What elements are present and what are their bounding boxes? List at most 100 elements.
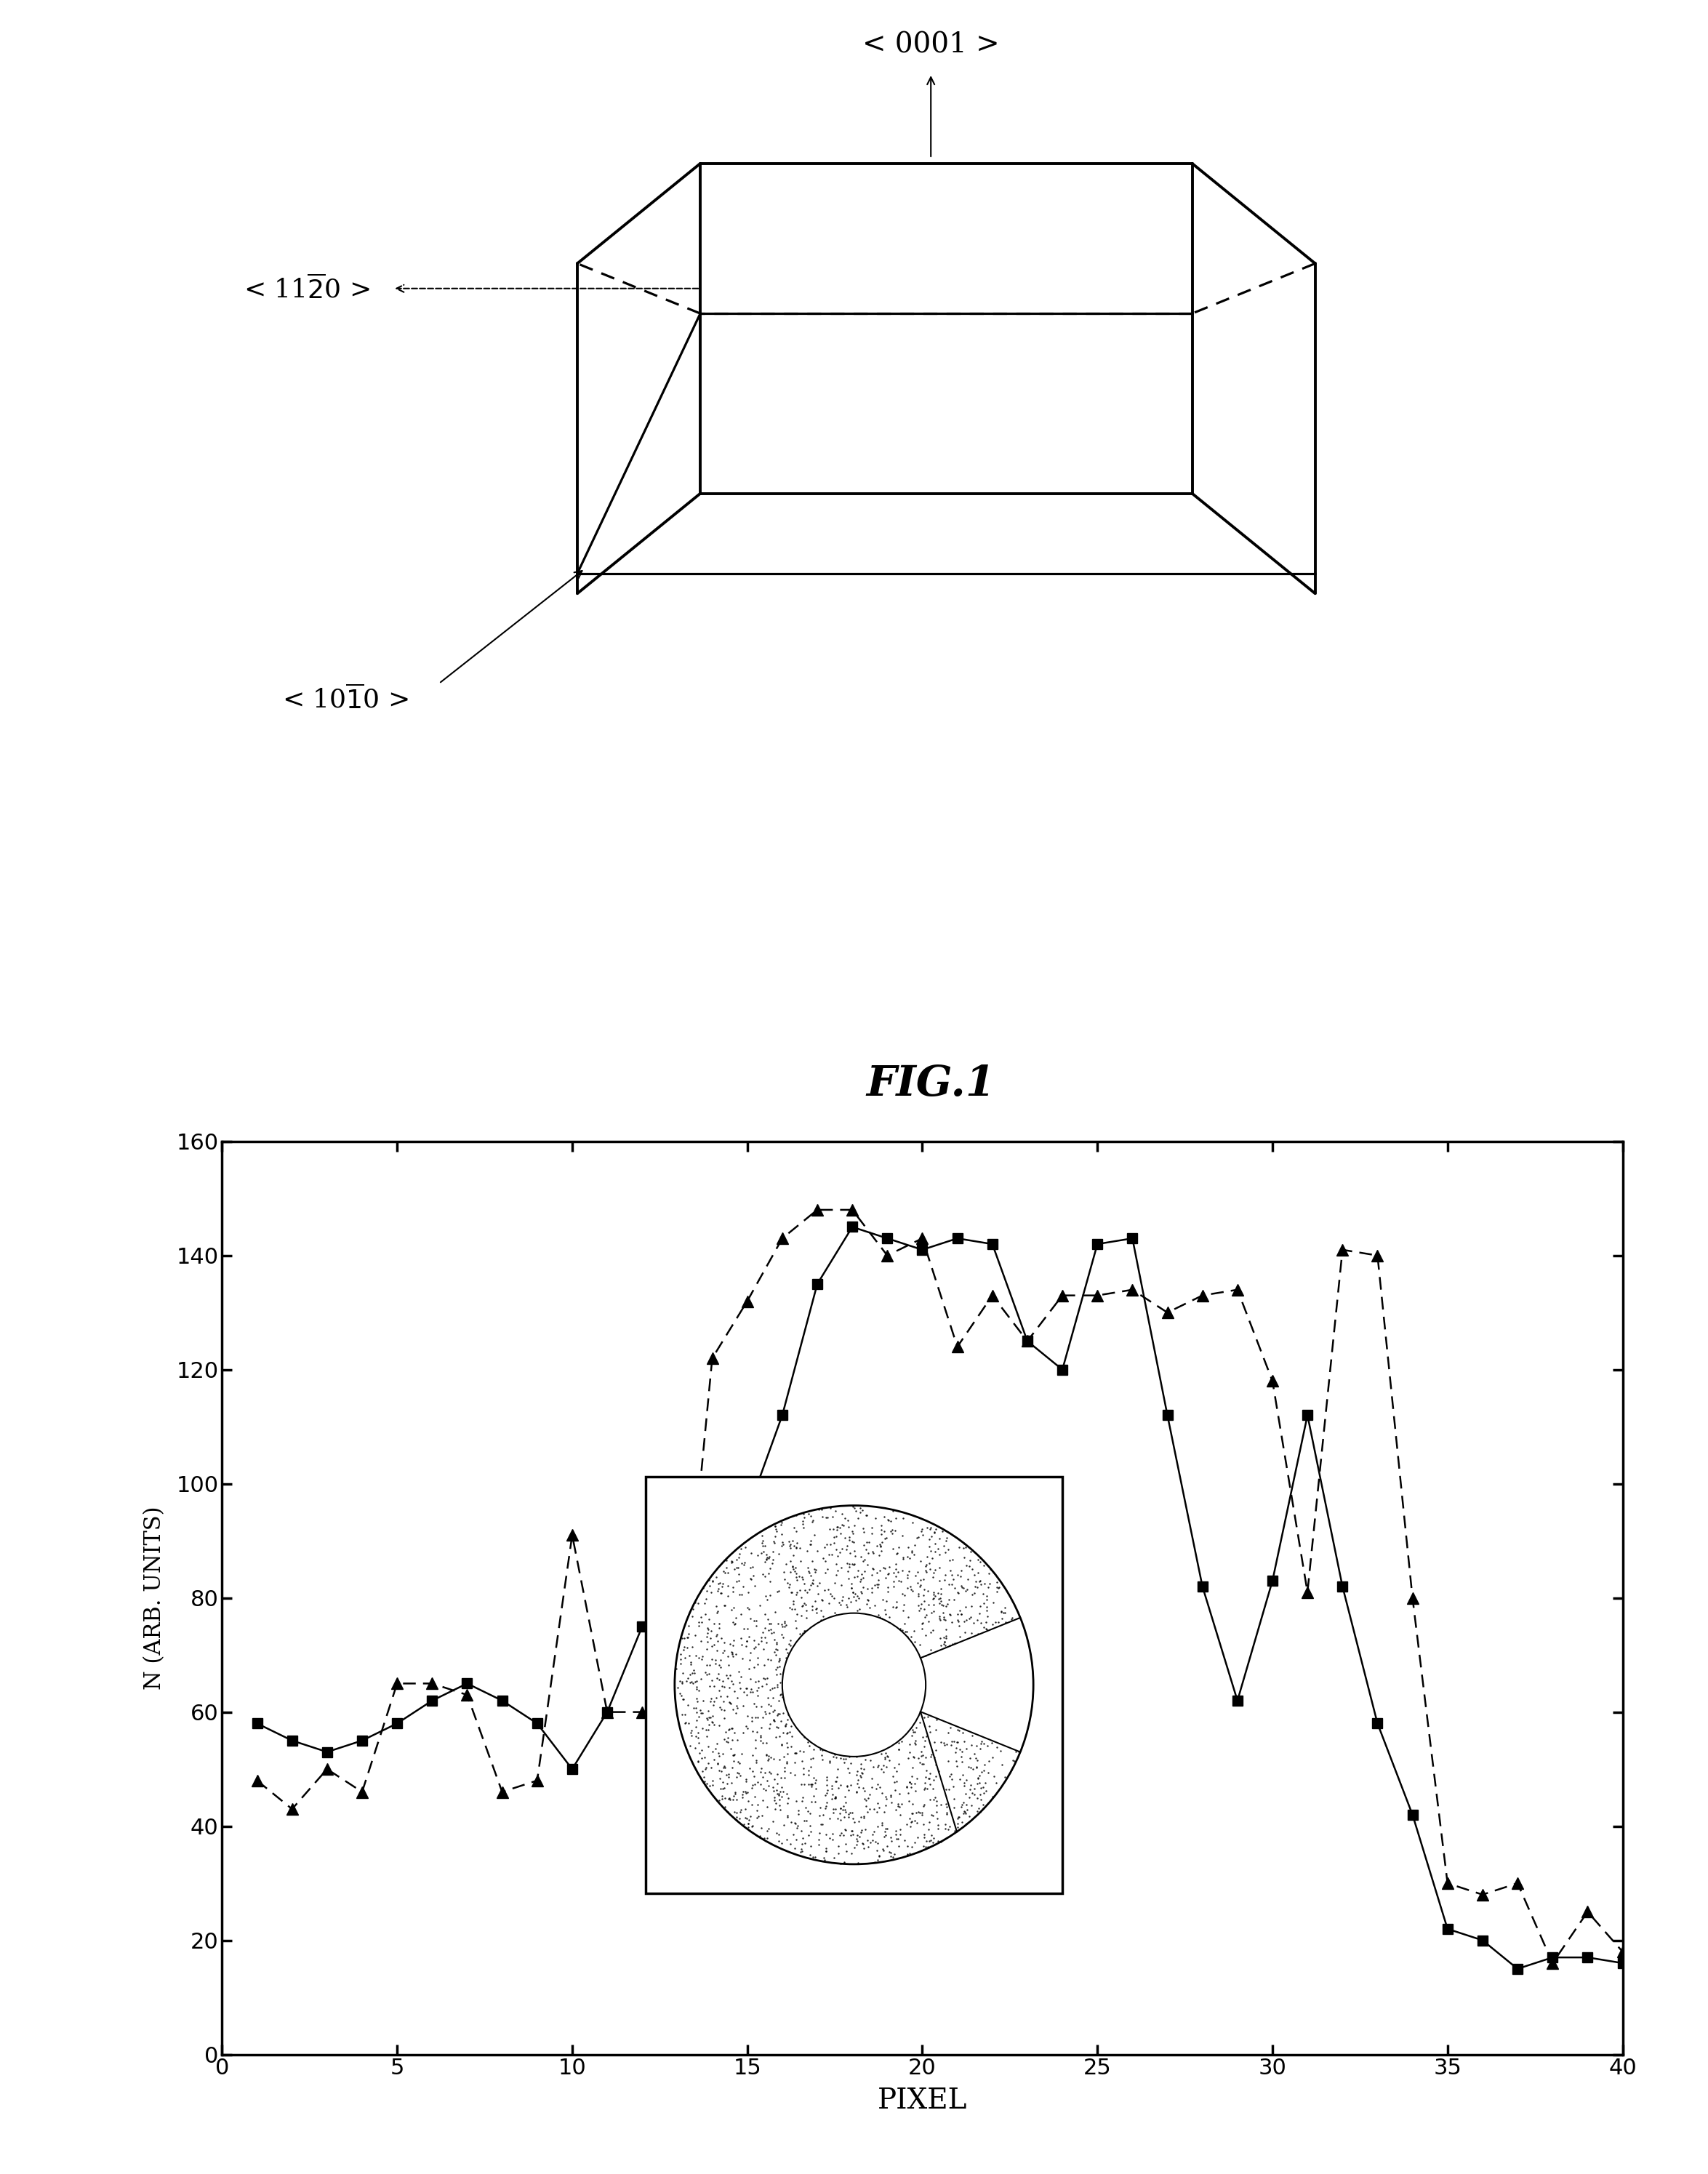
- Point: [810, 1694, 837, 1728]
- Point: [767, 1704, 794, 1739]
- Point: [757, 1711, 784, 1746]
- Point: [917, 1520, 945, 1554]
- Point: [804, 1491, 832, 1526]
- Point: [956, 1535, 984, 1570]
- Point: [794, 1644, 822, 1678]
- Point: [963, 1750, 991, 1785]
- Point: [914, 1772, 941, 1807]
- Point: [921, 1552, 948, 1587]
- Point: [803, 1533, 830, 1567]
- Point: [834, 1528, 861, 1563]
- Point: [709, 1750, 736, 1785]
- Point: [832, 1785, 859, 1820]
- Point: [762, 1783, 789, 1817]
- Point: [962, 1737, 989, 1772]
- Point: [883, 1589, 910, 1624]
- Point: [774, 1737, 801, 1772]
- Point: [948, 1596, 975, 1630]
- Point: [941, 1724, 968, 1759]
- Point: [956, 1750, 984, 1785]
- Point: [818, 1578, 845, 1613]
- Point: [763, 1650, 791, 1685]
- Point: [799, 1778, 827, 1813]
- Point: [752, 1694, 779, 1728]
- Point: [958, 1787, 986, 1822]
- Point: [854, 1583, 881, 1617]
- Point: [791, 1500, 818, 1535]
- Point: [997, 1602, 1025, 1637]
- Point: [897, 1802, 924, 1837]
- Point: [724, 1563, 752, 1598]
- Point: [760, 1741, 787, 1776]
- Point: [839, 1837, 866, 1872]
- Point: [851, 1831, 878, 1865]
- Point: [922, 1783, 950, 1817]
- Point: [740, 1604, 767, 1639]
- Point: [849, 1576, 876, 1611]
- Point: [729, 1689, 757, 1724]
- Point: [904, 1520, 931, 1554]
- Point: [914, 1811, 941, 1846]
- Point: [699, 1628, 726, 1663]
- Point: [693, 1574, 721, 1609]
- Point: [681, 1639, 709, 1674]
- Point: [962, 1772, 989, 1807]
- Point: [885, 1789, 912, 1824]
- Point: [700, 1685, 728, 1720]
- Point: [823, 1559, 851, 1594]
- Point: [847, 1574, 874, 1609]
- Point: [750, 1726, 777, 1761]
- Point: [878, 1513, 905, 1548]
- Point: [753, 1789, 781, 1824]
- Point: [849, 1511, 876, 1546]
- Point: [781, 1552, 808, 1587]
- Point: [707, 1772, 734, 1807]
- Point: [741, 1731, 769, 1765]
- Point: [721, 1776, 748, 1811]
- Point: [967, 1731, 994, 1765]
- Point: [813, 1500, 840, 1535]
- Point: [675, 1609, 702, 1644]
- Point: [869, 1500, 897, 1535]
- Point: [869, 1583, 897, 1617]
- Point: [733, 1761, 760, 1796]
- Point: [885, 1530, 912, 1565]
- Point: [746, 1724, 774, 1759]
- Point: [781, 1511, 808, 1546]
- Point: [697, 1681, 724, 1715]
- Point: [740, 1739, 767, 1774]
- Point: [828, 1791, 856, 1826]
- Point: [868, 1513, 895, 1548]
- Point: [861, 1813, 888, 1848]
- Point: [685, 1609, 712, 1644]
- Point: [871, 1522, 898, 1557]
- Point: [699, 1735, 726, 1770]
- Point: [967, 1589, 994, 1624]
- Point: [752, 1620, 779, 1654]
- Point: [905, 1587, 933, 1622]
- Point: [711, 1626, 738, 1661]
- Point: [851, 1752, 878, 1787]
- Point: [736, 1620, 763, 1654]
- Point: [762, 1622, 789, 1657]
- Point: [898, 1796, 926, 1831]
- Point: [885, 1828, 912, 1863]
- Point: [736, 1591, 763, 1626]
- Point: [719, 1711, 746, 1746]
- Point: [914, 1574, 941, 1609]
- Point: [951, 1615, 979, 1650]
- Point: [765, 1574, 793, 1609]
- Point: [844, 1767, 871, 1802]
- Point: [796, 1741, 823, 1776]
- Point: [892, 1822, 919, 1857]
- Point: [716, 1781, 743, 1815]
- Point: [808, 1663, 835, 1698]
- Point: [905, 1594, 933, 1628]
- Point: [769, 1654, 796, 1689]
- Point: [746, 1820, 774, 1854]
- Point: [779, 1574, 806, 1609]
- Point: [943, 1724, 970, 1759]
- Point: [683, 1696, 711, 1731]
- Point: [822, 1626, 849, 1661]
- Point: [927, 1583, 955, 1617]
